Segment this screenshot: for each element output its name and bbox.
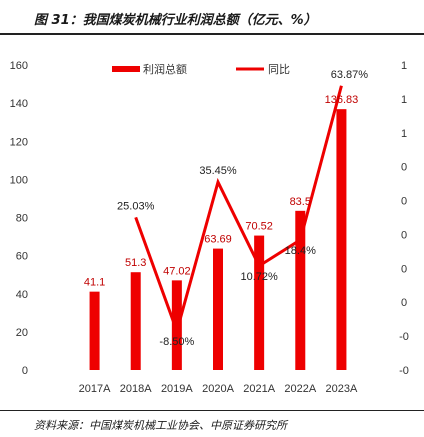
right-tick-label: 0 [401,229,407,241]
bar-value-label: 51.3 [125,257,146,269]
top-rule [0,33,424,35]
combo-chart: 0 20 40 60 80 100 120 140 160 -0 -0 0 0 0 0 0 1 1 1 41.1 5… [10,60,409,395]
line-value-label: 18.4% [285,245,316,257]
right-axis: -0 -0 0 0 0 0 0 1 1 1 [399,60,409,377]
legend: 利润总额 同比 [112,62,290,76]
left-tick-label: 0 [22,365,28,377]
left-axis: 0 20 40 60 80 100 120 140 160 [10,60,28,377]
x-tick-label: 2022A [284,383,316,395]
line-value-label: -8.50% [159,336,194,348]
bar-2017A [89,291,100,370]
yoy-line [134,85,343,336]
left-tick-label: 100 [10,174,28,186]
right-tick-label: 1 [401,94,407,106]
bar-2020A [213,248,223,370]
x-tick-label: 2023A [326,383,358,395]
bar-labels: 41.1 51.3 47.02 63.69 70.52 83.5 136.83 [84,94,358,288]
bar-value-label: 136.83 [325,94,359,106]
figure-title-row: 图 31：我国煤炭机械行业利润总额（亿元、%） [0,0,424,34]
line-value-label: 63.87% [331,69,369,81]
legend-swatch-bar [112,66,140,72]
bar-2021A [254,235,265,370]
right-tick-label: 0 [401,297,407,309]
bar-value-label: 41.1 [84,277,105,289]
legend-label-bar: 利润总额 [143,62,187,76]
right-tick-label: 0 [401,196,407,208]
x-tick-label: 2017A [79,383,111,395]
right-tick-label: 1 [401,128,407,140]
bar-2018A [130,272,141,370]
bar-2023A [336,109,347,370]
right-tick-label: 0 [401,263,407,275]
bar-series [89,109,347,370]
right-tick-label: 1 [401,60,407,72]
left-tick-label: 140 [10,98,28,110]
left-tick-label: 120 [10,136,28,148]
bottom-rule [0,410,424,411]
line-labels: 25.03% -8.50% 35.45% 10.72% 18.4% 63.87% [117,69,368,348]
figure-title: 图 31：我国煤炭机械行业利润总额（亿元、%） [34,13,317,28]
line-value-label: 10.72% [240,271,278,283]
x-tick-label: 2018A [120,383,152,395]
left-tick-label: 80 [16,213,28,225]
line-series [134,85,343,336]
source-note: 资料来源：中国煤炭机械工业协会、中原证券研究所 [34,419,287,432]
bar-value-label: 63.69 [204,234,232,246]
x-tick-label: 2021A [243,383,275,395]
left-tick-label: 60 [16,251,28,263]
bar-value-label: 83.5 [290,196,311,208]
x-axis: 2017A 2018A 2019A 2020A 2021A 2022A 2023A [79,383,358,395]
line-value-label: 35.45% [199,165,237,177]
right-tick-label: 0 [401,162,407,174]
bar-value-label: 47.02 [163,265,191,277]
x-tick-label: 2019A [161,383,193,395]
right-tick-label: -0 [399,365,409,377]
bar-2019A [171,280,182,370]
left-tick-label: 160 [10,60,28,72]
x-tick-label: 2020A [202,383,234,395]
bar-value-label: 70.52 [245,221,273,233]
left-tick-label: 20 [16,327,28,339]
bar-2022A [295,210,306,370]
left-tick-label: 40 [16,289,28,301]
right-tick-label: -0 [399,331,409,343]
legend-label-line: 同比 [268,63,290,76]
line-value-label: 25.03% [117,200,155,212]
